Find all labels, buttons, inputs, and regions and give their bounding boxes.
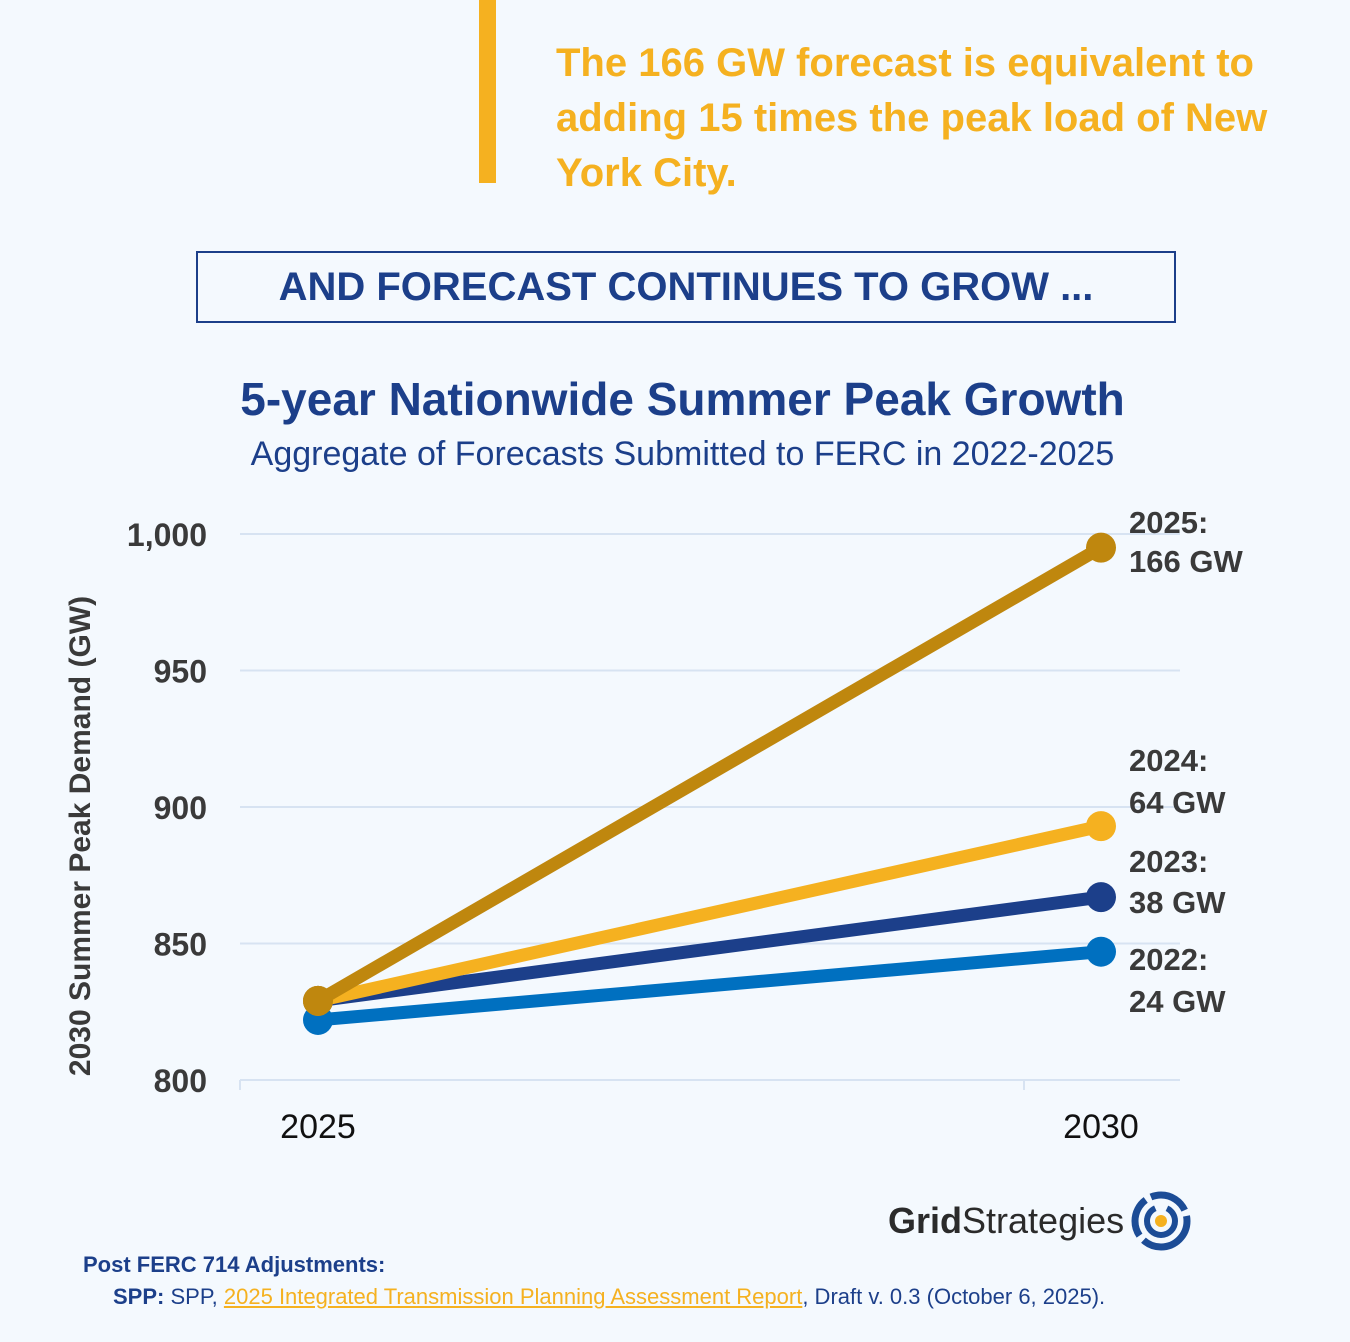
y-tick-label: 900 bbox=[154, 790, 207, 826]
y-axis-label: 2030 Summer Peak Demand (GW) bbox=[64, 596, 97, 1076]
source-report-link[interactable]: 2025 Integrated Transmission Planning As… bbox=[223, 1284, 803, 1309]
series-line-2024 bbox=[316, 819, 1103, 1008]
data-point-2022 bbox=[1086, 936, 1116, 967]
y-tick-label: 800 bbox=[154, 1063, 207, 1099]
series-label-growth: 166 GW bbox=[1129, 544, 1243, 579]
data-point-2023 bbox=[1086, 882, 1116, 913]
logo-text-light: Strategies bbox=[962, 1200, 1125, 1241]
series-label-growth: 64 GW bbox=[1129, 785, 1226, 820]
grid-strategies-logo: Grid Strategies bbox=[888, 1190, 1192, 1252]
series-label-year: 2025: bbox=[1129, 505, 1208, 540]
logo-mark-icon bbox=[1131, 1191, 1191, 1251]
series-label-year: 2024: bbox=[1129, 743, 1208, 778]
footer-heading: Post FERC 714 Adjustments: bbox=[83, 1252, 386, 1277]
data-point-2024 bbox=[1086, 811, 1116, 842]
callout-text: The 166 GW forecast is equivalent to add… bbox=[556, 41, 1268, 195]
source-pre: SPP, bbox=[164, 1284, 224, 1309]
data-point-2025 bbox=[1086, 532, 1116, 563]
x-tick-label: 2025 bbox=[280, 1108, 356, 1146]
chart-subtitle: Aggregate of Forecasts Submitted to FERC… bbox=[250, 435, 1115, 473]
chart-title: 5-year Nationwide Summer Peak Growth bbox=[240, 373, 1125, 425]
x-tick-label: 2030 bbox=[1063, 1108, 1139, 1146]
y-tick-label: 950 bbox=[154, 654, 207, 690]
logo-text-bold: Grid bbox=[888, 1200, 963, 1241]
banner-text: AND FORECAST CONTINUES TO GROW ... bbox=[278, 264, 1094, 309]
series-label-growth: 24 GW bbox=[1129, 984, 1226, 1019]
series-label-year: 2023: bbox=[1129, 844, 1208, 879]
y-tick-label: 850 bbox=[154, 927, 207, 963]
data-point-2025 bbox=[303, 985, 333, 1016]
series-line-2023 bbox=[317, 890, 1102, 1008]
callout-accent-bar bbox=[479, 0, 496, 183]
footer-source: SPP: SPP, 2025 Integrated Transmission P… bbox=[113, 1284, 1105, 1310]
y-tick-label: 1,000 bbox=[127, 517, 207, 553]
source-label: SPP: bbox=[113, 1284, 165, 1309]
series-line-2022 bbox=[317, 945, 1102, 1027]
series-label-year: 2022: bbox=[1129, 942, 1208, 977]
source-post: , Draft v. 0.3 (October 6, 2025). bbox=[802, 1284, 1106, 1309]
series-label-growth: 38 GW bbox=[1129, 885, 1226, 920]
series-line-2025 bbox=[314, 542, 1105, 1007]
banner: AND FORECAST CONTINUES TO GROW ... bbox=[196, 251, 1176, 323]
